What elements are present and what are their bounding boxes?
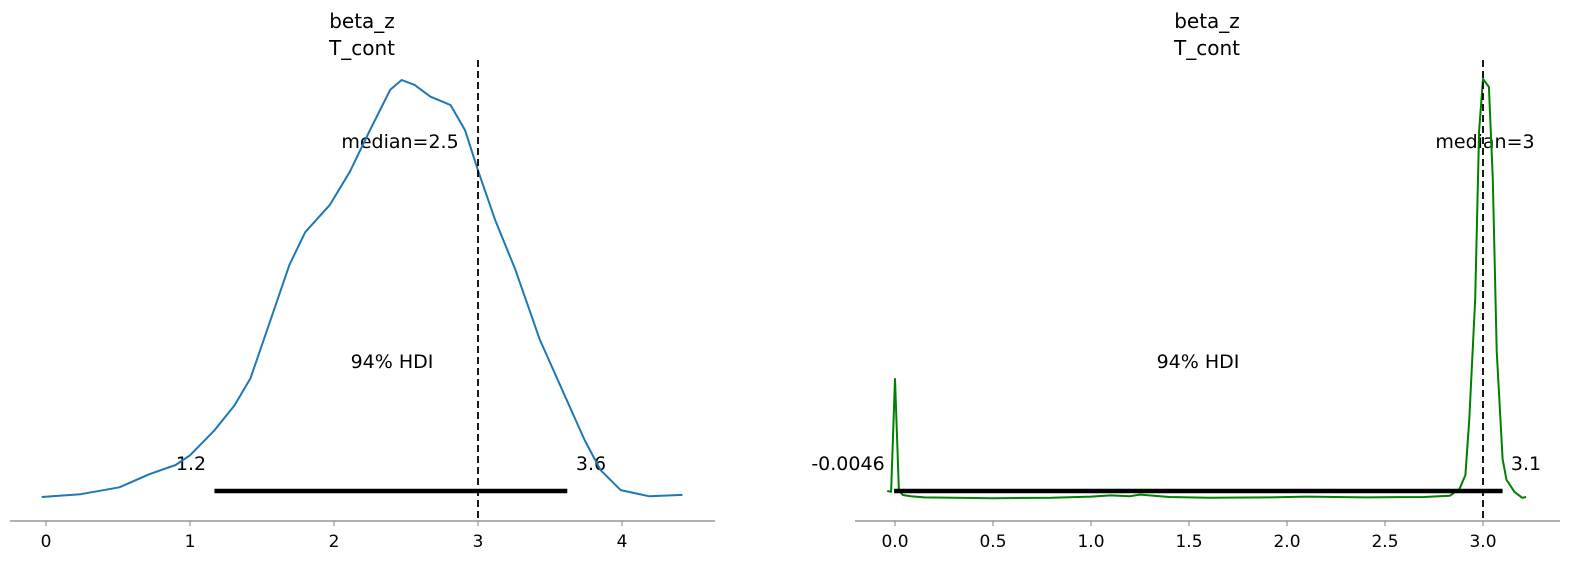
- density-curve: [41, 79, 683, 498]
- x-tick-label: 1: [185, 532, 196, 552]
- x-tick-label: 1.0: [1077, 532, 1104, 552]
- posterior-panel-right: beta_z T_cont median=3 94% HDI -0.0046 3…: [811, 9, 1560, 552]
- x-tick-label: 1.5: [1175, 532, 1202, 552]
- panel-title-line2: T_cont: [1173, 36, 1240, 60]
- x-tick-label: 0.5: [979, 532, 1006, 552]
- hdi-label: 94% HDI: [351, 351, 434, 373]
- x-tick-label: 3.0: [1469, 532, 1496, 552]
- panel-title-line1: beta_z: [329, 9, 395, 33]
- x-tick-label: 3: [473, 532, 484, 552]
- hdi-low-label: -0.0046: [811, 453, 884, 475]
- panel-title-line2: T_cont: [328, 36, 395, 60]
- x-tick-label: 2: [329, 532, 340, 552]
- x-tick-label: 0: [41, 532, 52, 552]
- hdi-high-label: 3.1: [1511, 453, 1541, 475]
- hdi-low-label: 1.2: [176, 453, 206, 475]
- x-tick-label: 0.0: [881, 532, 908, 552]
- hdi-label: 94% HDI: [1157, 351, 1240, 373]
- posterior-panel-left: beta_z T_cont median=2.5 94% HDI 1.2 3.6…: [10, 9, 715, 552]
- x-tick-label: 2.0: [1273, 532, 1300, 552]
- panel-title-line1: beta_z: [1174, 9, 1240, 33]
- median-label: median=3: [1435, 131, 1534, 153]
- median-label: median=2.5: [341, 131, 458, 153]
- x-tick-label: 4: [617, 532, 628, 552]
- hdi-high-label: 3.6: [576, 453, 606, 475]
- density-curve: [886, 78, 1527, 500]
- x-tick-label: 2.5: [1371, 532, 1398, 552]
